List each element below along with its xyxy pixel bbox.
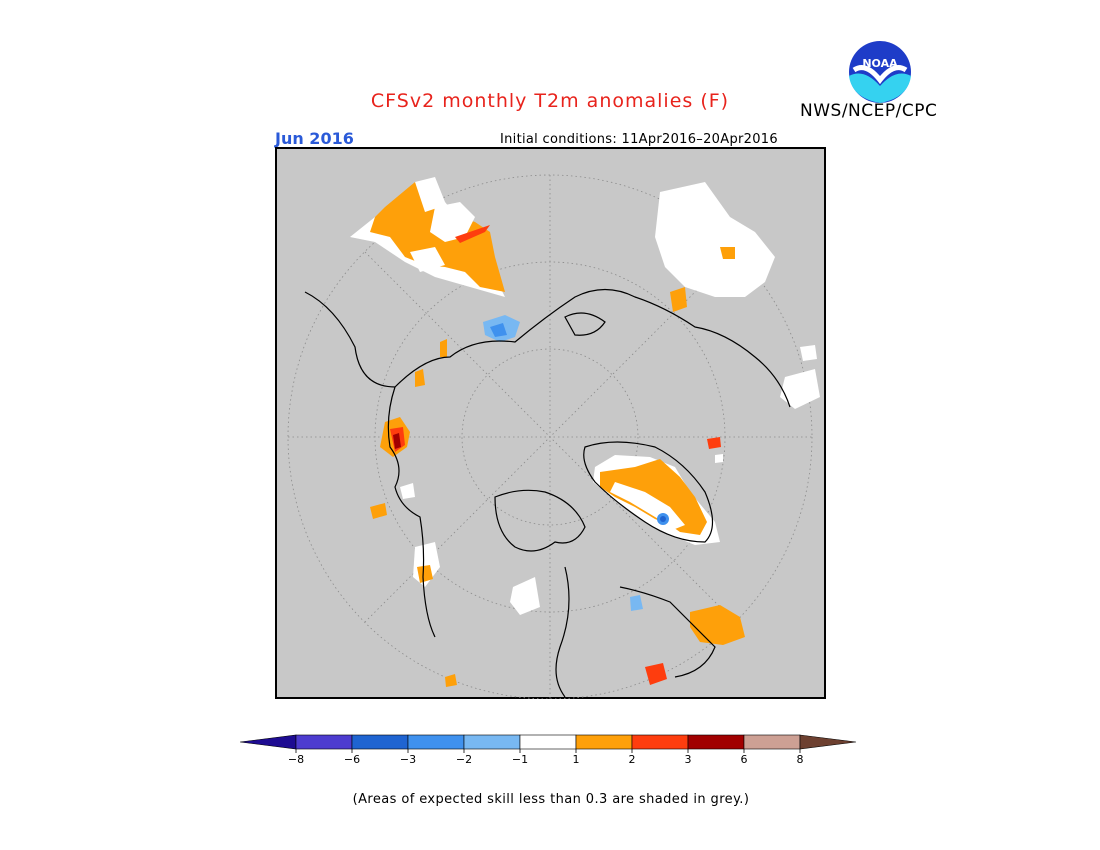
legend-arrow-high (799, 734, 857, 750)
legend-swatch (519, 734, 577, 750)
legend-swatch (743, 734, 801, 750)
legend-swatch (575, 734, 633, 750)
graticule (287, 174, 813, 699)
logo-text: NOAA (862, 57, 898, 70)
legend-tick-label: 1 (573, 753, 580, 766)
noaa-logo: NOAA (849, 41, 911, 103)
coastlines (304, 288, 791, 698)
skill-note: (Areas of expected skill less than 0.3 a… (352, 792, 750, 807)
legend-tick-label: −1 (512, 753, 528, 766)
initial-conditions: Initial conditions: 11Apr2016–20Apr2016 (500, 132, 778, 147)
legend-tick-label: −3 (400, 753, 416, 766)
legend-swatch (295, 734, 353, 750)
polar-anomaly-map (275, 147, 826, 699)
legend-swatch (687, 734, 745, 750)
legend-arrow-low (240, 734, 297, 750)
agency-label: NWS/NCEP/CPC (800, 101, 938, 121)
legend-swatch (407, 734, 465, 750)
map-title: CFSv2 monthly T2m anomalies (F) (370, 90, 730, 112)
forecast-month: Jun 2016 (275, 129, 354, 148)
legend-tick-label: 6 (741, 753, 748, 766)
legend-swatch (463, 734, 521, 750)
legend-tick-label: −6 (344, 753, 360, 766)
anomaly-patches (350, 177, 820, 687)
legend-tick-label: −8 (288, 753, 304, 766)
legend-tick-label: 2 (629, 753, 636, 766)
color-legend: −8 −6 −3 −2 −1 1 2 3 6 8 (240, 734, 857, 766)
legend-swatch (351, 734, 409, 750)
legend-tick-label: 8 (797, 753, 804, 766)
legend-tick-label: −2 (456, 753, 472, 766)
legend-swatch (631, 734, 689, 750)
legend-tick-label: 3 (685, 753, 692, 766)
